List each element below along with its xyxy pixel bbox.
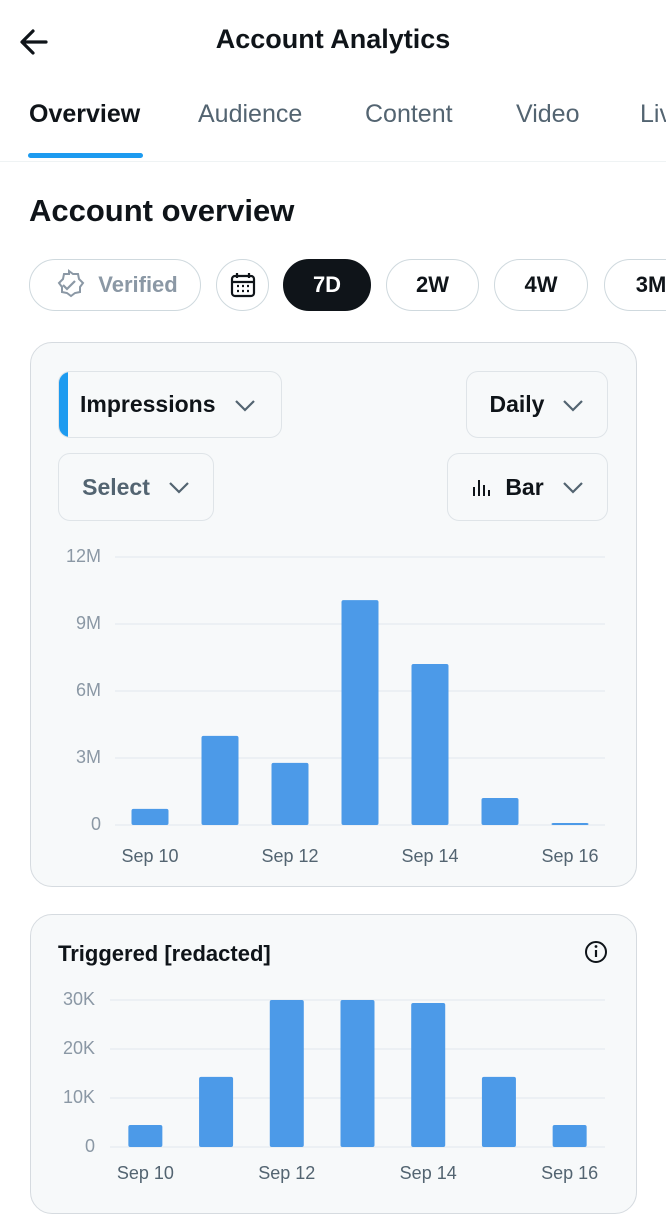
dropdown-label: Impressions [80, 391, 216, 417]
tab-indicator [28, 153, 143, 158]
x-tick-label: Sep 10 [121, 846, 178, 866]
filter-chip[interactable]: 4W [494, 259, 588, 311]
bar [481, 1076, 516, 1147]
filter-chip[interactable]: Verified [29, 259, 201, 311]
y-tick-label: 0 [91, 814, 101, 834]
dropdown-label: Daily [489, 391, 545, 417]
bar [341, 600, 379, 825]
chevron [234, 399, 255, 412]
tab[interactable]: Video [516, 100, 580, 128]
chevron [562, 482, 583, 494]
x-tick-label: Sep 12 [258, 1163, 315, 1183]
bar-icon [473, 480, 491, 496]
compare-dropdown[interactable]: Select [58, 453, 214, 521]
tab[interactable]: Overview [29, 100, 141, 128]
series-swatch [59, 372, 68, 437]
calendar-icon [230, 273, 255, 298]
section-title: Account overview [29, 193, 295, 228]
bar [128, 1124, 163, 1147]
bar [340, 1000, 375, 1147]
bar [411, 663, 449, 825]
tab[interactable]: Audience [198, 100, 303, 128]
x-tick-label: Sep 14 [400, 1163, 457, 1183]
chip-label: Verified [98, 272, 178, 297]
page-title: Account Analytics [215, 24, 451, 54]
filter-chip[interactable]: 7D [283, 259, 371, 311]
y-tick-label: 0 [85, 1136, 95, 1156]
bar [551, 822, 589, 825]
dropdown-label: Select [82, 473, 150, 500]
x-tick-label: Sep 14 [401, 846, 458, 866]
x-tick-label: Sep 12 [261, 846, 318, 866]
y-tick-label: 12M [66, 546, 101, 566]
bar [201, 735, 239, 825]
bar [269, 1000, 304, 1147]
chart-style-dropdown[interactable]: Bar [447, 453, 608, 521]
chart-card [30, 914, 637, 1214]
y-tick-label: 10K [63, 1087, 95, 1107]
filter-chip[interactable]: 2W [386, 259, 479, 311]
x-tick-label: Sep 10 [117, 1163, 174, 1183]
back-button[interactable] [18, 26, 50, 58]
y-tick-label: 30K [63, 989, 95, 1009]
interval-dropdown[interactable]: Daily [466, 371, 608, 438]
bar [411, 1002, 446, 1147]
x-tick-label: Sep 16 [541, 846, 598, 866]
bar [271, 762, 309, 825]
y-tick-label: 3M [76, 747, 101, 767]
metric-dropdown[interactable]: Impressions [58, 371, 282, 438]
chevron [169, 482, 189, 494]
y-tick-label: 6M [76, 680, 101, 700]
tab[interactable]: Content [365, 100, 453, 128]
y-tick-label: 9M [76, 613, 101, 633]
x-tick-label: Sep 16 [541, 1163, 598, 1183]
bar [481, 797, 519, 825]
bar [552, 1124, 587, 1147]
calendar-button[interactable] [216, 259, 269, 311]
filter-chip[interactable]: 3M [604, 259, 666, 311]
verified-icon [57, 269, 85, 298]
dropdown-label: Bar [505, 473, 544, 500]
divider [0, 161, 666, 162]
bar [199, 1076, 234, 1147]
info-icon[interactable] [584, 940, 608, 964]
chevron [563, 399, 584, 412]
y-tick-label: 20K [63, 1038, 95, 1058]
chart-title: Triggered [redacted] [58, 941, 271, 966]
bar [131, 808, 169, 825]
tab[interactable]: Live [640, 100, 666, 128]
